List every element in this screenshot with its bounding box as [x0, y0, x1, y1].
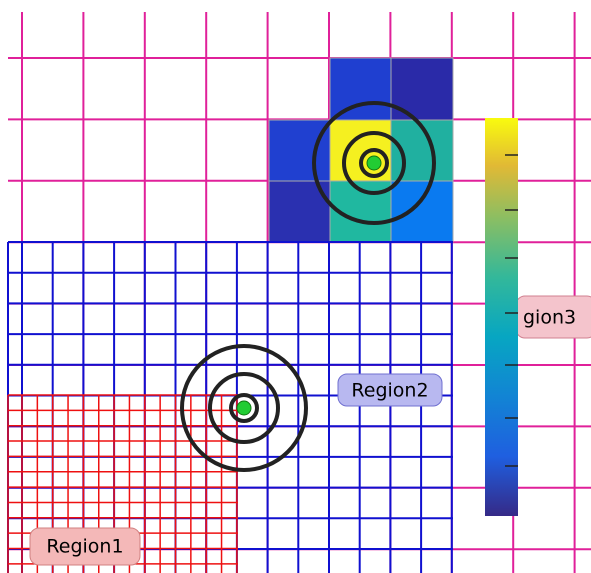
region-label: Region2	[351, 380, 428, 402]
colorbar-ticks	[505, 154, 518, 467]
target-rings	[180, 101, 436, 472]
label-box	[29, 527, 141, 566]
region-label: Region1	[46, 536, 123, 558]
center-dot	[366, 155, 382, 171]
center-dot	[236, 400, 252, 416]
label-box	[337, 373, 443, 407]
region-label: gion3	[523, 307, 576, 329]
colorbar	[485, 118, 518, 516]
heatmap	[268, 57, 454, 243]
